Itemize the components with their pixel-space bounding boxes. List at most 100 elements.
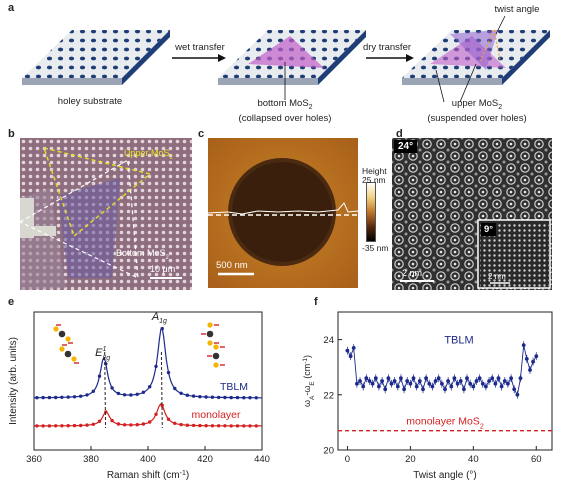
series-point-1 <box>223 424 227 428</box>
series-point-1 <box>254 424 258 428</box>
tblm-point <box>484 384 488 389</box>
tblm-point <box>440 381 444 386</box>
series-point-1 <box>110 418 114 423</box>
series-point-0 <box>154 364 158 369</box>
series-point-0 <box>191 394 196 398</box>
series-point-1 <box>129 423 133 427</box>
atom <box>65 336 71 342</box>
tblm-point <box>471 384 476 389</box>
panel-c-scale-label: 500 nm <box>216 260 248 271</box>
series-point-0 <box>204 395 208 399</box>
series-point-0 <box>91 389 96 393</box>
colorbar-title: Height <box>362 166 387 176</box>
tblm-point <box>521 343 526 347</box>
tblm-point <box>487 379 491 383</box>
tblm-point <box>424 376 428 381</box>
colorbar <box>366 182 376 242</box>
tblm-point <box>408 381 413 386</box>
x-tick-label: 440 <box>254 454 270 465</box>
tblm-point <box>518 376 523 381</box>
tblm-point <box>512 387 517 392</box>
series-point-1 <box>116 422 121 426</box>
tblm-point <box>468 381 473 386</box>
series-point-0 <box>166 370 171 375</box>
series-point-0 <box>79 394 83 398</box>
series-point-1 <box>242 424 246 428</box>
series-point-1 <box>47 424 52 428</box>
atom <box>213 344 219 350</box>
a1g-mode-icon-2 <box>207 344 225 368</box>
series-point-1 <box>210 424 215 428</box>
tblm-point <box>462 387 466 392</box>
tblm-point <box>458 379 463 383</box>
x-tick-label: 60 <box>531 454 542 465</box>
tblm-point <box>402 387 406 392</box>
tblm-point <box>348 354 353 359</box>
twist-angle-badge-inset: 9° <box>481 223 497 236</box>
series-label-0: TBLM <box>220 381 248 393</box>
tblm-point <box>351 346 356 350</box>
series-point-1 <box>217 424 221 428</box>
tblm-point <box>534 354 539 359</box>
x-tick-label: 380 <box>83 454 99 465</box>
panel-a-schematic <box>22 15 550 103</box>
x-axis-label: Twist angle (°) <box>413 470 476 481</box>
caption-upper-mos2: upper MoS2 (suspended over holes) <box>427 98 527 124</box>
tblm-point <box>506 381 510 386</box>
panel-label-b: b <box>8 128 15 140</box>
panel-d-scale-main: 2 nm <box>402 268 423 278</box>
tblm-point <box>474 379 479 383</box>
series-point-1 <box>60 424 64 428</box>
x-tick-label: 420 <box>197 454 213 465</box>
a1g-mode-icon-1 <box>201 322 219 346</box>
tblm-point <box>370 381 375 386</box>
plot-frame <box>337 311 553 451</box>
panel-b-svg <box>20 138 192 290</box>
panel-c-afm-image: 500 nm <box>208 138 358 288</box>
series-point-0 <box>185 393 189 397</box>
caption-bottom-mos2: bottom MoS2 (collapsed over holes) <box>238 98 332 124</box>
series-point-1 <box>66 424 70 428</box>
y-axis-label: Intensity (arb. units) <box>8 337 19 425</box>
tblm-point <box>392 379 397 383</box>
series-point-0 <box>173 386 177 391</box>
tblm-point <box>433 379 438 383</box>
arrow-2-label: dry transfer <box>362 42 412 53</box>
series-point-1 <box>160 403 164 408</box>
series-point-0 <box>122 393 127 397</box>
atom <box>207 322 213 328</box>
series-point-0 <box>229 395 233 400</box>
tblm-point <box>430 384 435 389</box>
tblm-point <box>502 379 507 383</box>
panel-c-svg <box>208 138 358 288</box>
series-point-1 <box>148 420 152 424</box>
series-point-0 <box>198 395 202 399</box>
twist-angle-badge-main: 24° <box>394 140 418 153</box>
series-point-1 <box>229 424 233 428</box>
substrate-2 <box>218 30 366 85</box>
x-axis-label: Raman shift (cm-1) <box>107 470 189 482</box>
series-point-1 <box>235 424 240 428</box>
series-point-0 <box>129 393 133 397</box>
twist-chart: 0 20 40 60 20 22 24 Twist angle (°) ωA-ωE (cm-1)… <box>302 311 553 481</box>
series-point-1 <box>179 422 183 427</box>
series-label-1: monolayer <box>191 409 241 421</box>
series-point-0 <box>66 395 70 399</box>
tblm-point <box>373 376 378 381</box>
series-point-0 <box>179 391 183 395</box>
substrate-3 <box>402 29 550 85</box>
tblm-point <box>443 387 447 392</box>
tblm-point <box>509 376 513 381</box>
tblm-point <box>480 381 485 386</box>
series-point-0 <box>41 395 45 400</box>
series-point-1 <box>185 423 189 427</box>
tblm-point <box>515 392 520 397</box>
peak-guide-1 <box>160 351 163 429</box>
series-point-0 <box>235 395 240 400</box>
y-tick-label: 24 <box>323 335 334 346</box>
series-point-1 <box>248 424 252 428</box>
peak-label-e2g: E1 2g <box>95 346 110 362</box>
atom <box>71 356 77 362</box>
tblm-point <box>377 384 381 389</box>
x-tick-label: 360 <box>26 454 42 465</box>
